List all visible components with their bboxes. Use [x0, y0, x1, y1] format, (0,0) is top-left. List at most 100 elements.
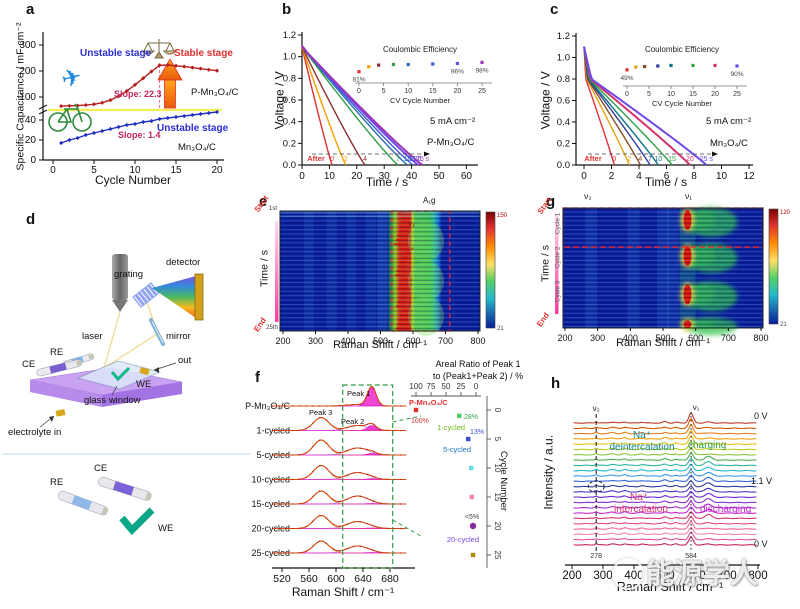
- h-charging-label: charging: [688, 440, 727, 451]
- h-y-axis-label: Intensity / a.u.: [541, 434, 556, 510]
- svg-text:<5%: <5%: [465, 514, 479, 521]
- panel-label-e: e: [259, 193, 268, 210]
- svg-text:15,: 15,: [408, 156, 418, 163]
- svg-text:200: 200: [557, 333, 572, 343]
- svg-text:20,: 20,: [414, 156, 424, 163]
- svg-text:5: 5: [647, 91, 651, 98]
- spectrum-curve: [573, 500, 757, 509]
- discharge-curve: [301, 45, 366, 166]
- svg-text:25-cycled: 25-cycled: [251, 548, 290, 558]
- a-unstable-stage-bottom: Unstable stage: [157, 123, 229, 134]
- h-voltage-mid: 1.1 V: [751, 476, 773, 486]
- svg-text:0.6: 0.6: [283, 95, 296, 106]
- svg-text:0: 0: [581, 171, 587, 182]
- svg-text:25 s: 25 s: [700, 156, 714, 163]
- svg-text:600: 600: [686, 570, 705, 582]
- svg-text:20: 20: [493, 522, 502, 531]
- svg-text:278: 278: [590, 553, 602, 560]
- d-ce2-label: CE: [94, 463, 108, 474]
- svg-text:50: 50: [433, 171, 445, 182]
- spectrum-curve: [573, 526, 757, 536]
- svg-text:25 s: 25 s: [416, 156, 430, 163]
- g-cycle2-label: Cycle 2: [554, 246, 562, 269]
- svg-text:2: 2: [344, 156, 348, 163]
- svg-text:10: 10: [404, 88, 412, 95]
- grating-icon: [132, 282, 160, 308]
- svg-text:200: 200: [19, 66, 36, 77]
- panel-c: 0.0 0.2 0.4 0.6 0.8 1.0 1.2 0 2 4 6 8 10 12 After 0 2 4 7 1…: [538, 2, 798, 194]
- svg-text:10: 10: [404, 156, 412, 163]
- panel-label-b: b: [282, 1, 292, 18]
- svg-text:49%: 49%: [620, 75, 633, 82]
- svg-text:1.2: 1.2: [557, 31, 570, 42]
- c-current-density-note: 5 mA cm⁻²: [706, 116, 752, 127]
- composite-spectrum: [272, 386, 407, 407]
- svg-text:21: 21: [497, 326, 504, 332]
- e-y-axis-label: Time / s: [258, 250, 271, 287]
- h-intercalation-line2: intercalation: [614, 504, 668, 515]
- panel-g: 200 300 400 500 600 700 800 120 21 g ν₂ ν₁ Start…: [535, 191, 800, 368]
- c-x-axis-label: Time / s: [644, 175, 688, 189]
- svg-text:10: 10: [324, 171, 336, 182]
- c-sample-label: Mn₃O₄/C: [710, 138, 748, 149]
- svg-text:Coulombic Efficiency: Coulombic Efficiency: [645, 45, 719, 54]
- svg-text:21: 21: [780, 322, 787, 328]
- svg-text:0.8: 0.8: [557, 74, 570, 85]
- svg-text:300: 300: [308, 336, 323, 346]
- d-electrolyte-in-label: electrolyte in: [8, 427, 62, 438]
- svg-text:15: 15: [170, 165, 182, 176]
- svg-text:0: 0: [50, 165, 56, 176]
- raman-time-heatmap: 200 300 400 500 600 700 800 120 21: [555, 207, 791, 343]
- svg-text:8: 8: [691, 171, 697, 182]
- discharge-curve: [583, 46, 631, 166]
- svg-text:200: 200: [275, 336, 290, 346]
- raman-deconvolution-chart: P-Mn₃O₄/C 1-cycled 5-cycled 10-cycled 15-cyc…: [245, 382, 502, 585]
- g-cycle1-label: Cycle 1: [554, 212, 562, 235]
- laser-icon: [112, 254, 128, 300]
- h-deintercalation-line2: deintercalation: [609, 442, 675, 453]
- svg-text:700: 700: [438, 336, 453, 346]
- svg-text:100: 100: [409, 382, 423, 391]
- svg-text:15-cycled: 15-cycled: [251, 499, 290, 509]
- svg-text:25th: 25th: [266, 325, 278, 331]
- f-peak2-label: Peak 2: [341, 417, 365, 426]
- a-series-red-label: P-Mn₃O₄/C: [191, 87, 239, 98]
- panel-h: ν₂ ν₁ 278 584 200 300 400 500 600 700 800 h Intens…: [541, 360, 800, 609]
- svg-text:90%: 90%: [730, 71, 743, 78]
- svg-text:1.0: 1.0: [557, 53, 570, 64]
- f-ratio-title-line1: Areal Ratio of Peak 1: [435, 359, 521, 369]
- svg-text:4: 4: [636, 171, 642, 182]
- svg-text:600: 600: [688, 333, 703, 343]
- svg-text:5-cycled: 5-cycled: [443, 445, 471, 454]
- spectrum-curve: [573, 485, 757, 493]
- svg-text:96%: 96%: [451, 68, 464, 75]
- panel-b: 0.0 0.2 0.4 0.6 0.8 1.0 1.2 0 10 20 30 40 50 60 After 0…: [272, 2, 536, 194]
- h-voltage-top: 0 V: [754, 411, 768, 421]
- spectrum-curve: [573, 490, 757, 498]
- raman-waterfall-chart: ν₂ ν₁ 278 584 200 300 400 500 600 700 800: [562, 403, 767, 582]
- panel-label-f: f: [255, 369, 260, 386]
- svg-text:700: 700: [717, 570, 736, 582]
- g-nu1-label: ν₁: [685, 191, 693, 201]
- svg-text:1-cycled: 1-cycled: [437, 423, 465, 432]
- panel-label-a: a: [26, 1, 35, 18]
- svg-text:10: 10: [493, 464, 502, 473]
- panel-label-h: h: [551, 375, 561, 392]
- c-y-axis-label: Voltage / V: [538, 71, 553, 130]
- svg-text:640: 640: [354, 573, 372, 585]
- d-re2-label: RE: [50, 477, 64, 488]
- svg-text:584: 584: [685, 553, 697, 560]
- colorbar-g: [768, 208, 779, 325]
- spectrum-curve: [573, 457, 757, 467]
- panel-e: 200 300 400 500 600 700 800 150 21 1st 25th e Star…: [252, 193, 540, 368]
- svg-text:98%: 98%: [475, 67, 488, 74]
- b-y-axis-label: Voltage / V: [272, 71, 287, 130]
- svg-text:Coulombic Efficiency: Coulombic Efficiency: [383, 45, 457, 54]
- out-port: [139, 367, 150, 376]
- d-laser-label: laser: [82, 331, 103, 342]
- svg-text:15: 15: [668, 156, 676, 163]
- d-mirror-label: mirror: [166, 331, 191, 342]
- e-a1g-mode-label: A₁g: [423, 196, 436, 205]
